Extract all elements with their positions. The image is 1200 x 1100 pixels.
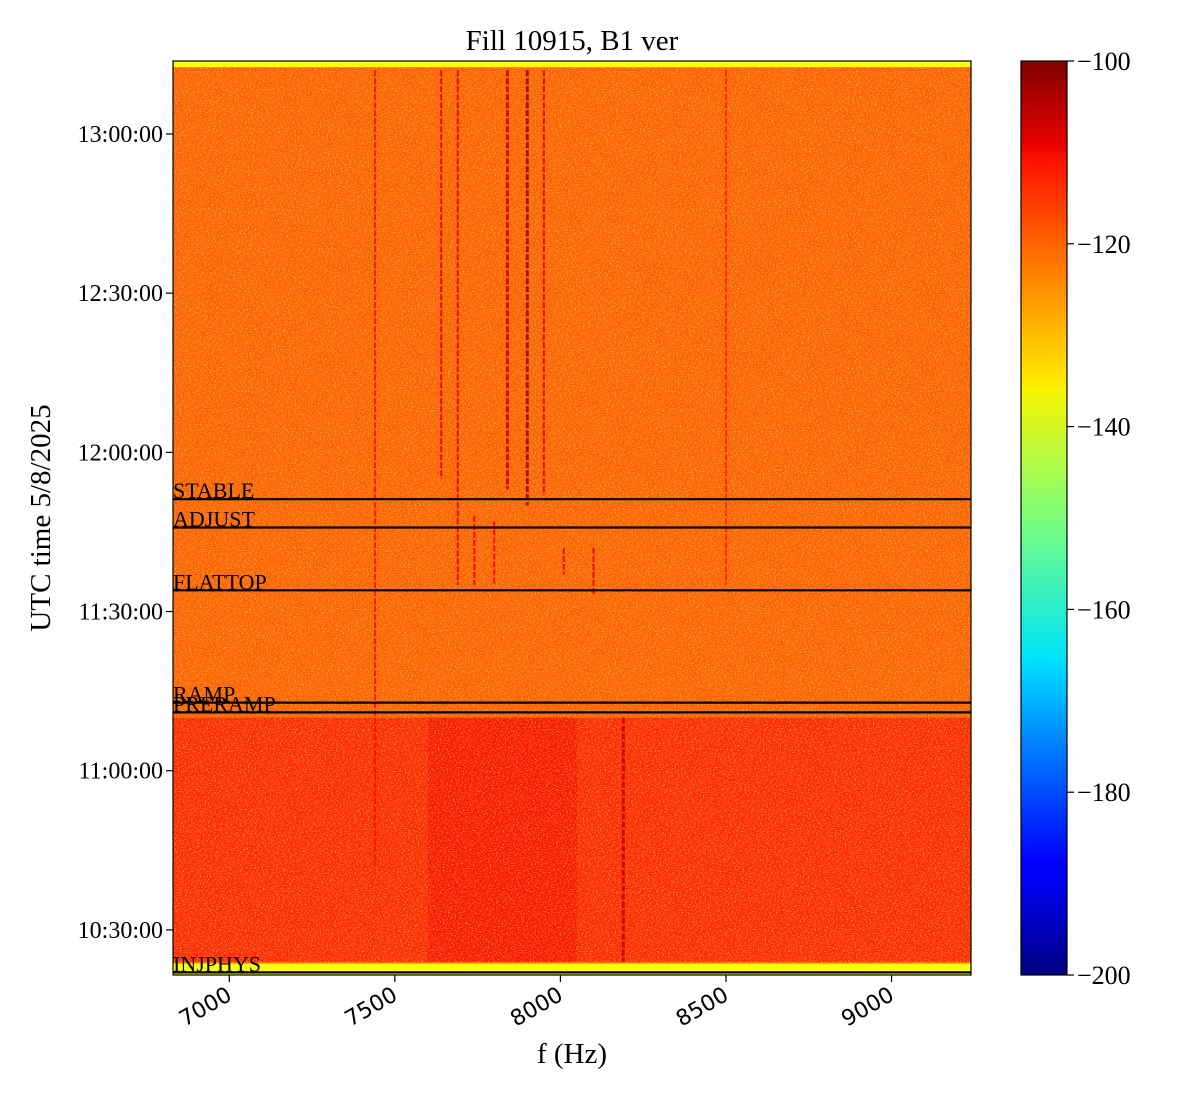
x-tick-label: 7500 (341, 983, 402, 1033)
heatmap-grain-light (173, 61, 971, 975)
x-tick-label: 7000 (175, 983, 236, 1033)
colorbar-tick-label: −180 (1077, 778, 1131, 807)
colorbar-tick-label: −200 (1077, 961, 1131, 990)
x-axis: 7000 7500 8000 8500 9000 (175, 975, 899, 1033)
colorbar-tick-label: −160 (1077, 595, 1131, 624)
event-marker-label: RAMP (173, 682, 235, 707)
y-axis-label: UTC time 5/8/2025 (25, 404, 57, 631)
event-marker-label: STABLE (173, 478, 254, 503)
y-tick-label: 11:30:00 (79, 600, 163, 626)
event-marker-label: FLATTOP (173, 569, 267, 594)
spectrogram-heatmap (173, 61, 971, 975)
y-tick-label: 10:30:00 (78, 918, 163, 944)
heatmap-bottom-band (173, 963, 971, 975)
event-marker-label: ADJUST (173, 507, 255, 532)
y-tick-label: 12:30:00 (78, 281, 163, 307)
colorbar-axis: −200 −180 −160 −140 −120 −100 (1067, 47, 1131, 990)
event-marker-label: INJPHYS (173, 951, 261, 976)
event-marker-label: PRERAMP (173, 691, 276, 716)
colorbar-tick-label: −100 (1077, 47, 1131, 76)
y-tick-label: 11:00:00 (79, 759, 163, 785)
plot-frame (172, 60, 972, 976)
y-axis: 10:30:00 11:00:00 11:30:00 12:00:00 12:30:00… (78, 122, 173, 944)
y-tick-label: 12:00:00 (78, 440, 163, 466)
colorbar-tick-label: −140 (1077, 413, 1131, 442)
chart-title: Fill 10915, B1 ver (466, 25, 679, 57)
colorbar (1020, 60, 1068, 976)
x-axis-label: f (Hz) (537, 1038, 607, 1070)
colorbar-tick-label: −120 (1077, 230, 1131, 259)
x-tick-label: 9000 (838, 983, 899, 1033)
y-tick-label: 13:00:00 (78, 122, 163, 148)
heatmap-top-band (173, 61, 971, 68)
x-tick-label: 8000 (506, 983, 567, 1033)
x-tick-label: 8500 (672, 983, 733, 1033)
